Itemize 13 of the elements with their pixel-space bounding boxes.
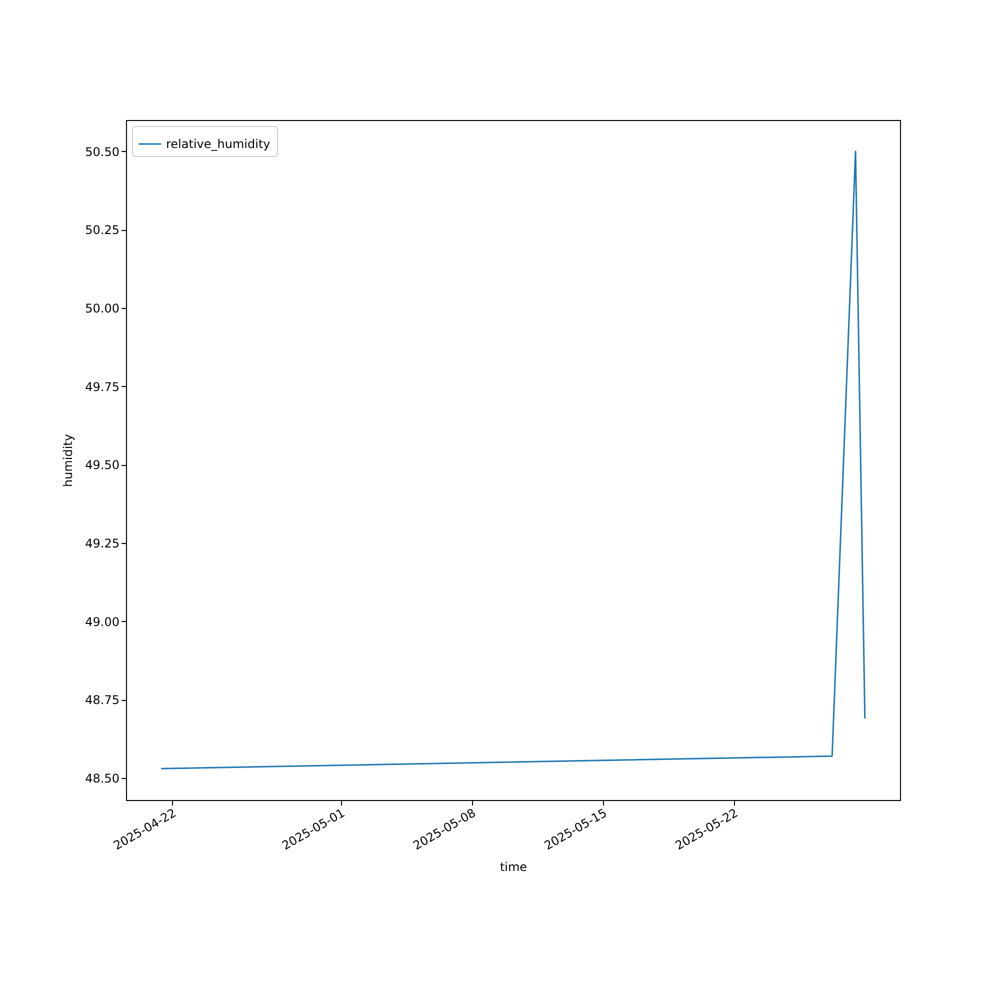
y-tick-label: 50.25: [85, 223, 120, 238]
y-tick-label: 48.50: [85, 772, 120, 786]
legend-label: relative_humidity: [166, 137, 270, 151]
y-tick-label: 49.25: [85, 536, 120, 551]
x-axis-title: time: [500, 860, 528, 874]
y-tick-label: 50.00: [85, 302, 120, 316]
y-tick-label: 48.75: [85, 693, 120, 708]
line-series: [160, 150, 866, 770]
y-tick-label: 49.50: [85, 458, 120, 472]
y-axis-title: humidity: [61, 434, 76, 487]
y-tick-label: 49.00: [85, 614, 120, 629]
y-tick-label: 50.50: [85, 144, 120, 159]
y-tick-label: 49.75: [85, 380, 120, 394]
